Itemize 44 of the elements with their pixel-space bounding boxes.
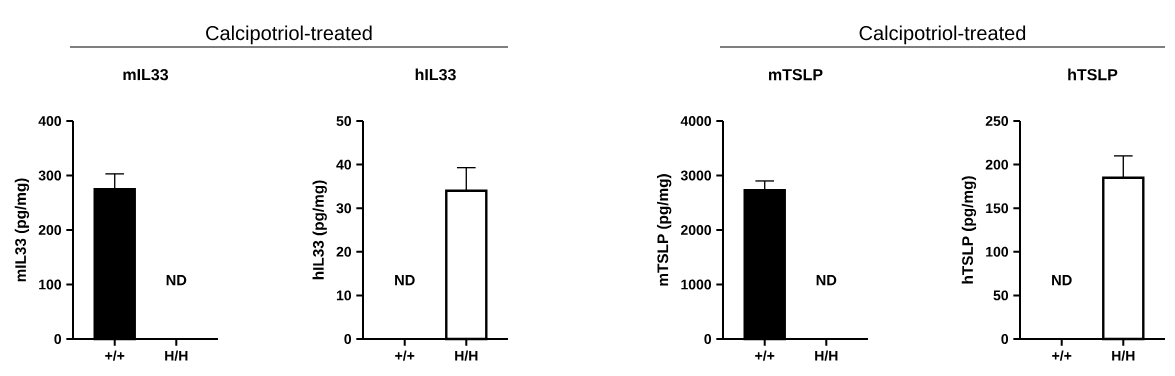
annotation: ND (395, 275, 415, 286)
y-tick-label: 0 (54, 334, 62, 344)
chart-title: hTSLP (1068, 68, 1118, 81)
y-tick-label: 10 (336, 290, 352, 301)
text: Calcipotriol-treated (206, 25, 372, 45)
chart-title: mTSLP (768, 68, 823, 81)
y-tick-label: 20 (336, 246, 352, 257)
y-tick-label: 50 (993, 290, 1009, 301)
y-tick-label: 0 (344, 334, 352, 344)
y-tick-label: 100 (39, 279, 62, 290)
x-tick-label: +/+ (105, 350, 125, 361)
y-axis-title: hTSLP (pg/mg) (961, 176, 977, 284)
y-tick-label: 150 (986, 203, 1009, 214)
x-tick-label: H/H (165, 350, 188, 361)
y-tick-label: 40 (336, 159, 352, 170)
x-tick-label: H/H (1112, 350, 1135, 361)
x-tick-label: H/H (815, 350, 838, 361)
y-tick-label: 250 (985, 116, 1009, 126)
y-tick-label: 0 (704, 334, 712, 344)
annotation: ND (816, 275, 837, 286)
x-tick-label: +/+ (1052, 350, 1072, 361)
annotation: ND (1052, 275, 1072, 286)
x-tick-label: +/+ (755, 350, 775, 361)
text: Calcipotriol-treated (859, 25, 1026, 45)
y-tick-label: 200 (985, 159, 1009, 170)
y-axis-title: mIL33 (pg/mg) (14, 178, 30, 282)
y-axis-title: hIL33 (pg/mg) (312, 180, 327, 280)
y-tick-label: 100 (986, 246, 1009, 257)
y-tick-label: 0 (1001, 334, 1009, 344)
annotation: ND (166, 275, 187, 286)
y-tick-label: 1000 (681, 279, 712, 290)
chart-title: mIL33 (123, 68, 169, 81)
y-tick-label: 300 (38, 170, 62, 181)
x-tick-label: H/H (455, 350, 478, 361)
chart-title: hIL33 (415, 68, 456, 81)
y-tick-label: 400 (38, 116, 62, 126)
y-tick-label: 3000 (680, 170, 712, 181)
y-tick-label: 4000 (680, 116, 712, 126)
y-tick-label: 200 (38, 225, 62, 235)
y-axis-title: mTSLP (pg/mg) (656, 174, 672, 286)
y-tick-label: 2000 (680, 225, 712, 235)
y-tick-label: 30 (336, 203, 352, 214)
x-tick-label: +/+ (395, 350, 415, 361)
y-tick-label: 50 (336, 116, 352, 126)
